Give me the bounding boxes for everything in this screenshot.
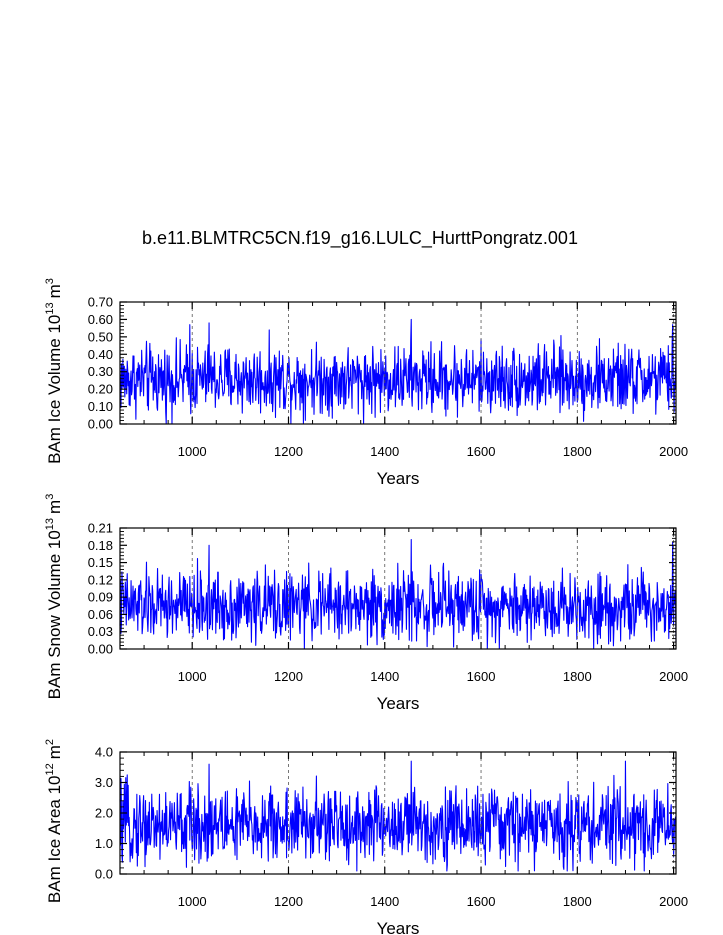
y-tick-label: 0.50 bbox=[88, 329, 113, 344]
y-axis-label-text: BAm Ice Volume 10 bbox=[45, 315, 64, 464]
y-axis-label: BAm Ice Area 1012 m2 bbox=[44, 739, 64, 903]
y-axis-label-text: BAm Ice Area 10 bbox=[45, 775, 64, 903]
series-line-ice-volume bbox=[119, 318, 677, 425]
y-axis-label-unit-exponent: 3 bbox=[44, 494, 56, 500]
y-tick-label: 0.10 bbox=[88, 399, 113, 414]
x-tick-label: 2000 bbox=[659, 669, 688, 684]
y-tick-label: 0.21 bbox=[88, 521, 113, 536]
x-tick-label: 1000 bbox=[178, 669, 207, 684]
y-axis-label-unit: m bbox=[45, 284, 64, 298]
x-tick-label: 1200 bbox=[274, 444, 303, 459]
y-tick-label: 0.70 bbox=[88, 295, 113, 310]
x-tick-label: 1800 bbox=[563, 444, 592, 459]
x-axis-label: Years bbox=[377, 694, 420, 713]
y-axis-label-text: BAm Snow Volume 10 bbox=[45, 530, 64, 699]
x-tick-label: 1000 bbox=[178, 444, 207, 459]
y-tick-label: 4.0 bbox=[95, 745, 113, 760]
panel-snow-volume: 1000 1200 1400 1600 1800 2000 0.00 0.03 0.06 0.09… bbox=[44, 494, 688, 713]
series-line-ice-area bbox=[119, 760, 677, 872]
y-tick-label: 0.09 bbox=[88, 590, 113, 605]
y-axis-label-exponent: 13 bbox=[44, 302, 56, 314]
y-tick-label: 0.40 bbox=[88, 347, 113, 362]
y-tick-label: 0.03 bbox=[88, 624, 113, 639]
y-axis-label-unit: m bbox=[45, 745, 64, 759]
y-tick-label: 0.00 bbox=[88, 642, 113, 657]
y-axis-label-exponent: 12 bbox=[44, 763, 56, 775]
y-tick-label: 1.0 bbox=[95, 836, 113, 851]
x-tick-label: 1800 bbox=[563, 669, 592, 684]
x-tick-label: 2000 bbox=[659, 444, 688, 459]
panel-ice-area: 1000 1200 1400 1600 1800 2000 0.0 1.0 2.0 3.0 4.0 Y… bbox=[44, 739, 688, 935]
x-tick-label: 1800 bbox=[563, 894, 592, 909]
panel-ice-volume: 1000 1200 1400 1600 1800 2000 0.00 0.10 0.20 0.30… bbox=[44, 278, 688, 488]
x-tick-label: 1200 bbox=[274, 894, 303, 909]
x-tick-label: 2000 bbox=[659, 894, 688, 909]
y-tick-label: 3.0 bbox=[95, 775, 113, 790]
series-line-snow-volume bbox=[119, 538, 677, 650]
x-tick-label: 1400 bbox=[370, 894, 399, 909]
chart-title: b.e11.BLMTRC5CN.f19_g16.LULC_HurttPongra… bbox=[142, 228, 578, 249]
y-tick-label: 0.18 bbox=[88, 538, 113, 553]
y-tick-label: 0.00 bbox=[88, 417, 113, 432]
y-tick-label: 0.15 bbox=[88, 555, 113, 570]
x-tick-label: 1200 bbox=[274, 669, 303, 684]
y-tick-label: 0.12 bbox=[88, 572, 113, 587]
y-tick-label: 0.60 bbox=[88, 312, 113, 327]
y-axis-label: BAm Ice Volume 1013 m3 bbox=[44, 278, 64, 464]
x-tick-label: 1600 bbox=[467, 894, 496, 909]
y-axis-label-unit-exponent: 2 bbox=[44, 739, 56, 745]
y-tick-label: 2.0 bbox=[95, 806, 113, 821]
y-tick-label: 0.20 bbox=[88, 382, 113, 397]
plot-frame bbox=[119, 527, 677, 650]
x-tick-label: 1400 bbox=[370, 444, 399, 459]
y-axis-label-exponent: 13 bbox=[44, 518, 56, 530]
plot-frame bbox=[119, 301, 677, 425]
x-tick-label: 1400 bbox=[370, 669, 399, 684]
y-tick-label: 0.06 bbox=[88, 607, 113, 622]
y-tick-label: 0.30 bbox=[88, 364, 113, 379]
y-axis-label: BAm Snow Volume 1013 m3 bbox=[44, 494, 64, 700]
y-axis-label-unit-exponent: 3 bbox=[44, 278, 56, 284]
y-axis-label-unit: m bbox=[45, 500, 64, 514]
x-tick-label: 1600 bbox=[467, 444, 496, 459]
x-axis-label: Years bbox=[377, 469, 420, 488]
y-tick-label: 0.0 bbox=[95, 867, 113, 882]
panels: 1000 1200 1400 1600 1800 2000 0.00 0.10 0.20 0.30… bbox=[44, 278, 688, 935]
x-tick-label: 1600 bbox=[467, 669, 496, 684]
x-axis-label: Years bbox=[377, 919, 420, 935]
x-tick-label: 1000 bbox=[178, 894, 207, 909]
